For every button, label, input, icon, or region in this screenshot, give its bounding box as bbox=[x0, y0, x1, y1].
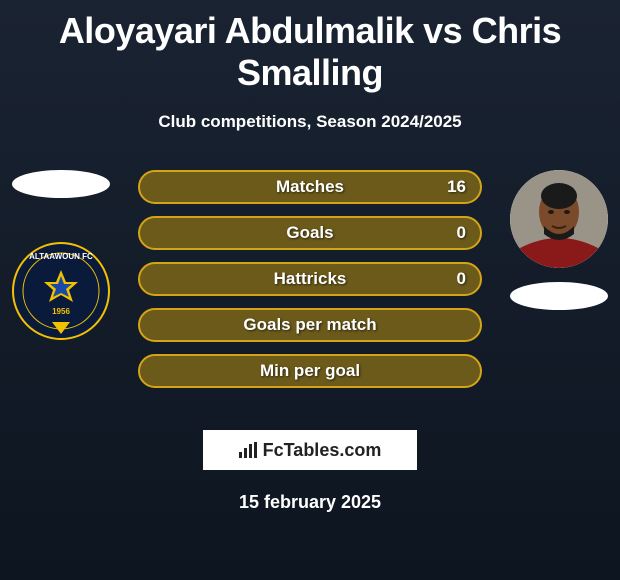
stat-label: Min per goal bbox=[260, 361, 360, 381]
stat-value-right: 0 bbox=[457, 223, 466, 243]
stat-label: Matches bbox=[276, 177, 344, 197]
player-right-avatar bbox=[510, 170, 608, 268]
stat-label: Goals bbox=[286, 223, 333, 243]
player-right-club-badge bbox=[510, 282, 608, 310]
subtitle: Club competitions, Season 2024/2025 bbox=[0, 112, 620, 132]
stat-pill: Goals 0 bbox=[138, 216, 482, 250]
bar-chart-icon bbox=[239, 442, 257, 458]
fctables-watermark: FcTables.com bbox=[203, 430, 417, 470]
stat-pill: Matches 16 bbox=[138, 170, 482, 204]
stat-value-right: 0 bbox=[457, 269, 466, 289]
stat-value-right: 16 bbox=[447, 177, 466, 197]
player-left-avatar bbox=[12, 170, 110, 198]
stat-label: Hattricks bbox=[274, 269, 347, 289]
club-year-text: 1956 bbox=[52, 307, 70, 316]
player-left-club-badge: ALTAAWOUN FC 1956 bbox=[12, 242, 110, 340]
player-left-column: ALTAAWOUN FC 1956 bbox=[6, 170, 116, 340]
stat-label: Goals per match bbox=[243, 315, 376, 335]
stat-pill: Min per goal bbox=[138, 354, 482, 388]
comparison-content: ALTAAWOUN FC 1956 Match bbox=[0, 170, 620, 410]
club-name-text: ALTAAWOUN FC bbox=[29, 252, 93, 261]
page-title: Aloyayari Abdulmalik vs Chris Smalling bbox=[0, 0, 620, 94]
watermark-text: FcTables.com bbox=[263, 440, 382, 461]
date-label: 15 february 2025 bbox=[0, 492, 620, 513]
player-right-column bbox=[504, 170, 614, 310]
stats-pills: Matches 16 Goals 0 Hattricks 0 Goals per match… bbox=[138, 170, 482, 388]
altaawoun-badge-icon: ALTAAWOUN FC 1956 bbox=[12, 242, 110, 340]
player-right-portrait-icon bbox=[510, 170, 608, 268]
stat-pill: Goals per match bbox=[138, 308, 482, 342]
stat-pill: Hattricks 0 bbox=[138, 262, 482, 296]
